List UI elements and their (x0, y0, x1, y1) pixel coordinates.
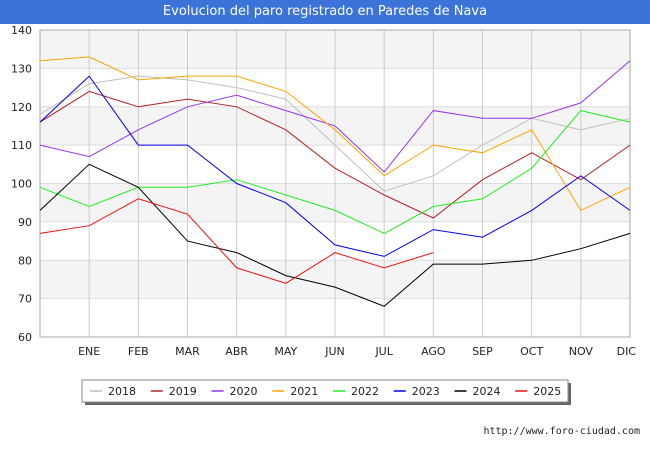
x-tick-label: SEP (472, 345, 493, 358)
y-tick-label: 100 (11, 178, 32, 191)
series-line-2020 (39, 60, 631, 173)
x-tick-label: ENE (78, 345, 100, 358)
legend-label: 2019 (169, 385, 197, 398)
x-tick-label: MAR (175, 345, 200, 358)
legend-label: 2022 (351, 385, 379, 398)
y-tick-label: 110 (11, 139, 32, 152)
series-line-2021 (39, 56, 631, 212)
x-axis-ticks: ENE FEB MAR ABR MAY JUN JUL AGO SEP OCT NOV DIC (78, 345, 636, 358)
legend-label: 2023 (412, 385, 440, 398)
series-line-2023 (39, 75, 631, 257)
y-tick-label: 60 (18, 331, 32, 344)
y-tick-label: 80 (18, 254, 32, 267)
source-url: http://www.foro-ciudad.com (483, 426, 640, 437)
series-line-2025 (39, 198, 434, 284)
legend-label: 2018 (108, 385, 136, 398)
x-tick-label: JUN (324, 345, 345, 358)
x-tick-label: ABR (225, 345, 248, 358)
legend-label: 2020 (230, 385, 258, 398)
legend-label: 2021 (290, 385, 318, 398)
x-tick-label: DIC (617, 345, 637, 358)
y-axis-ticks: 60 70 80 90 100 110 120 130 140 (11, 24, 32, 344)
x-tick-label: MAY (274, 345, 297, 358)
legend: 2018 2019 2020 2021 2022 2023 2024 2025 (81, 379, 571, 405)
x-tick-label: OCT (520, 345, 543, 358)
x-tick-label: NOV (569, 345, 594, 358)
y-tick-label: 90 (18, 216, 32, 229)
legend-label: 2024 (473, 385, 501, 398)
x-tick-label: JUL (374, 345, 393, 358)
legend-label: 2025 (533, 385, 561, 398)
plot-frame (39, 29, 631, 338)
y-tick-label: 120 (11, 101, 32, 114)
series-line-2024 (39, 163, 631, 307)
series-line-2019 (39, 90, 631, 219)
legend-box (81, 379, 569, 403)
chart-title: Evolucion del paro registrado en Paredes… (0, 0, 650, 24)
x-tick-label: FEB (128, 345, 149, 358)
y-tick-label: 140 (11, 24, 32, 37)
y-tick-label: 70 (18, 293, 32, 306)
series-lines (39, 56, 631, 307)
x-tick-label: AGO (421, 345, 446, 358)
y-tick-label: 130 (11, 62, 32, 75)
